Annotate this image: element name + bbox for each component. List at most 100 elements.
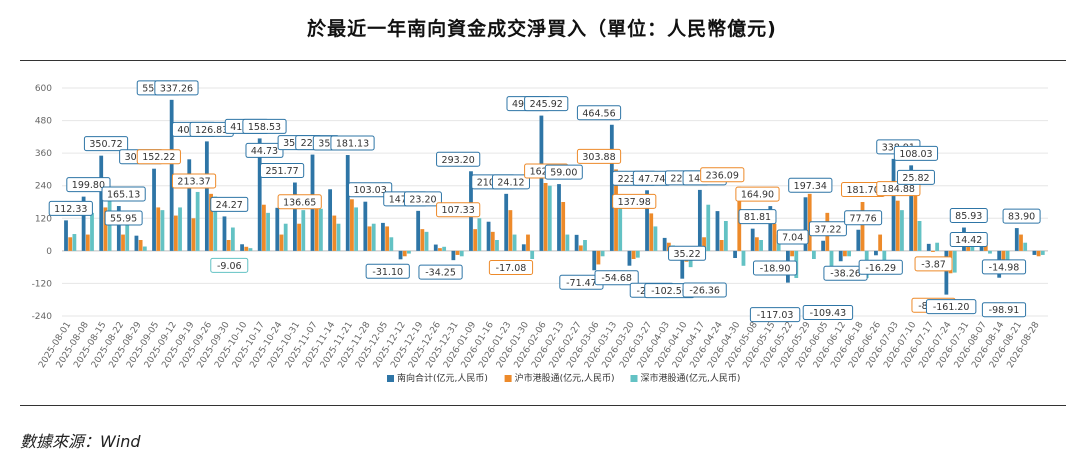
bar-2 xyxy=(829,250,834,278)
bar-2 xyxy=(495,240,499,251)
bar-0 xyxy=(838,250,843,262)
bar-2 xyxy=(72,234,77,251)
data-label: -34.25 xyxy=(425,268,456,279)
bar-2 xyxy=(706,204,711,251)
data-label-box xyxy=(749,307,801,323)
data-label-box xyxy=(418,264,463,280)
bar-0 xyxy=(662,237,667,251)
bar-1 xyxy=(578,245,583,251)
data-label: -14.98 xyxy=(989,262,1020,273)
bar-1 xyxy=(1019,234,1023,251)
chart-title: 於最近一年南向資金成交淨買入（單位：人民幣億元) xyxy=(307,18,777,40)
data-label-box xyxy=(668,245,707,261)
data-label-box xyxy=(735,186,780,202)
bar-1 xyxy=(1001,250,1006,265)
bar-0 xyxy=(926,243,931,251)
bar-1 xyxy=(772,223,777,251)
bar-1 xyxy=(843,250,847,257)
data-label: 24.27 xyxy=(216,200,243,211)
data-label-box xyxy=(436,151,481,167)
data-label: 85.93 xyxy=(955,211,982,222)
data-label-box xyxy=(858,259,903,275)
data-label-box xyxy=(245,142,284,158)
bar-1 xyxy=(596,250,601,265)
data-label: 136.65 xyxy=(283,197,316,208)
data-label-box xyxy=(788,177,833,193)
bar-2 xyxy=(1040,250,1045,255)
data-label: 464.56 xyxy=(582,108,615,119)
bar-0 xyxy=(627,250,632,266)
bar-1 xyxy=(402,250,407,257)
bar-1 xyxy=(367,226,372,251)
data-label-box xyxy=(210,196,249,212)
data-label-box xyxy=(594,270,639,286)
legend-entry-0: 南向合计(亿元,人民币) xyxy=(397,372,488,384)
data-label: 164.90 xyxy=(741,190,774,201)
bar-0 xyxy=(539,115,544,251)
data-label-box xyxy=(738,209,777,225)
y-tick-label: 120 xyxy=(35,214,52,224)
data-label-box xyxy=(210,257,249,273)
bar-2 xyxy=(530,250,535,259)
bar-2 xyxy=(195,191,200,251)
bar-2 xyxy=(266,212,270,251)
bar-1 xyxy=(508,210,513,251)
bar-2 xyxy=(988,250,992,254)
bar-1 xyxy=(173,215,178,251)
bar-0 xyxy=(715,211,720,251)
data-label: 7.04 xyxy=(782,232,803,243)
data-label: 35.22 xyxy=(673,249,700,260)
data-label-box xyxy=(171,173,217,189)
data-label-box xyxy=(259,163,305,179)
bar-0 xyxy=(557,184,561,251)
data-labels: 112.33199.80350.72165.1355.95302.69152.2… xyxy=(48,80,1041,323)
data-label-box xyxy=(330,135,375,151)
bar-2 xyxy=(512,234,517,251)
legend-entry-1: 沪市港股通(亿元,人民币) xyxy=(515,372,615,384)
legend: 南向合计(亿元,人民币) 沪市港股通(亿元,人民币) 深市港股通(亿元,人民币) xyxy=(387,372,740,384)
data-label: 158.53 xyxy=(248,122,281,133)
bar-1 xyxy=(297,223,301,251)
bar-1 xyxy=(543,183,548,251)
bar-1 xyxy=(614,169,618,251)
y-tick-label: 480 xyxy=(35,117,52,127)
data-label: -71.47 xyxy=(566,278,597,289)
bar-0 xyxy=(204,141,209,251)
bar-2 xyxy=(442,246,447,251)
bar-0 xyxy=(874,250,878,256)
bar-0 xyxy=(257,138,262,251)
bar-0 xyxy=(803,197,808,251)
legend-swatch-2 xyxy=(630,375,638,382)
data-label-box xyxy=(136,149,181,165)
data-label: 25.82 xyxy=(902,173,929,184)
bar-2 xyxy=(547,185,552,251)
bar-1 xyxy=(790,250,794,257)
bar-1 xyxy=(209,193,213,251)
data-label: -38.26 xyxy=(830,269,861,280)
data-label-box xyxy=(101,186,146,202)
data-label: -3.87 xyxy=(921,259,946,270)
bar-1 xyxy=(350,199,354,251)
y-tick-label: -120 xyxy=(32,279,53,289)
bar-2 xyxy=(230,227,235,251)
top-divider xyxy=(20,60,1066,61)
bar-0 xyxy=(116,206,121,251)
bar-1 xyxy=(156,207,161,251)
data-label: 245.92 xyxy=(530,99,563,110)
data-label-box xyxy=(682,282,727,298)
data-label: -98.91 xyxy=(989,305,1020,316)
data-label: 293.20 xyxy=(442,155,475,166)
bar-2 xyxy=(759,240,763,251)
bar-1 xyxy=(244,246,249,251)
y-axis: 600 480 360 240 120 0 -120 -240 xyxy=(32,84,53,322)
bar-2 xyxy=(917,221,922,251)
bar-2 xyxy=(407,250,411,254)
bar-1 xyxy=(138,240,143,251)
bar-1 xyxy=(860,202,865,251)
data-label: 303.88 xyxy=(582,152,615,163)
y-tick-label: 0 xyxy=(46,247,52,257)
bar-1 xyxy=(226,240,231,251)
bar-0 xyxy=(944,250,949,295)
bottom-divider xyxy=(20,405,1066,406)
